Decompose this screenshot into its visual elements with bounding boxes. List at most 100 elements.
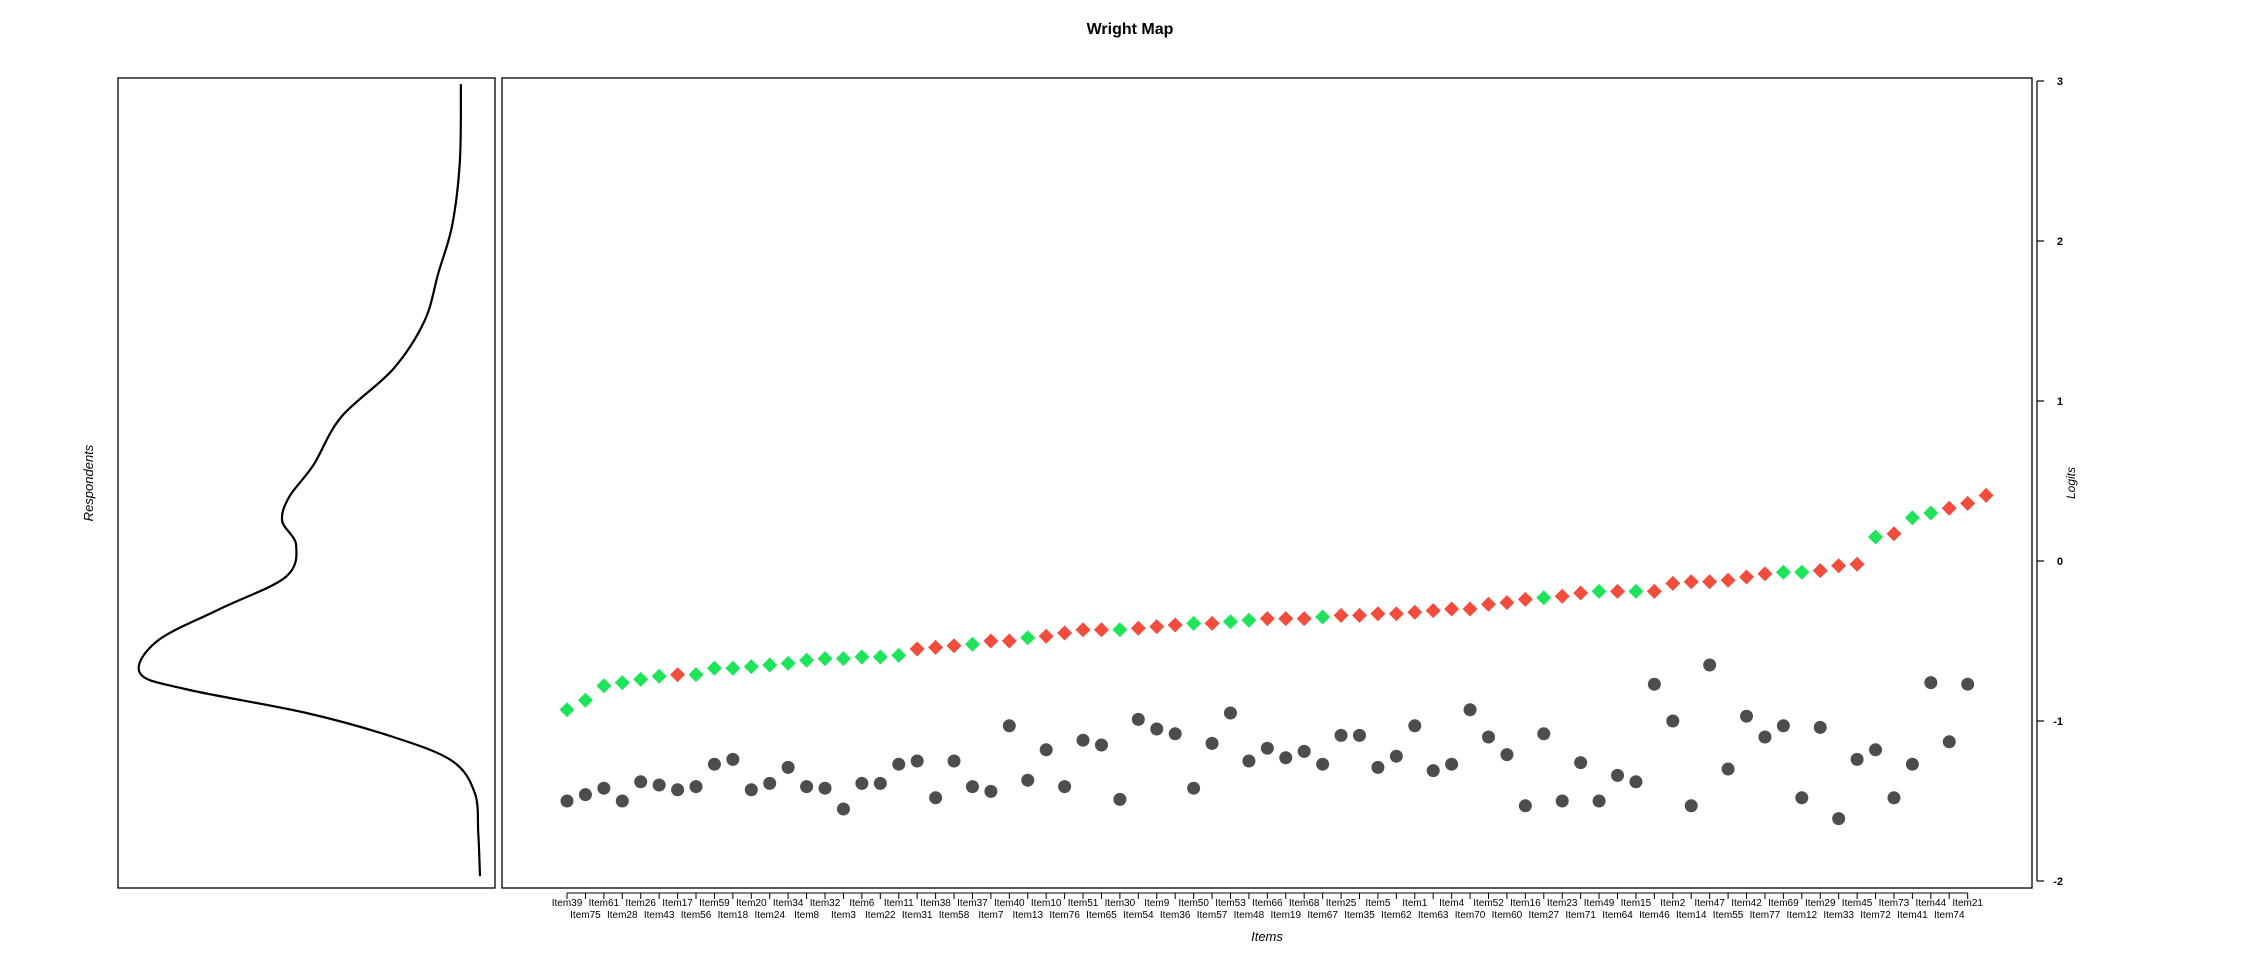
- item-difficulty-point: [1831, 558, 1847, 574]
- item-tick-label: Item69: [1768, 898, 1799, 909]
- item-difficulty-point: [1941, 500, 1957, 516]
- item-tick-label: Item67: [1307, 910, 1338, 921]
- item-estimate-point: [1666, 714, 1680, 728]
- item-estimate-point: [1703, 658, 1717, 672]
- item-estimate-point: [1684, 799, 1698, 813]
- item-estimate-point: [781, 760, 795, 774]
- item-tick-label: Item54: [1123, 910, 1154, 921]
- item-tick-label: Item32: [810, 898, 841, 909]
- logit-tick-label: 2: [2057, 236, 2063, 248]
- item-estimate-point: [1721, 762, 1735, 776]
- item-estimate-point: [1961, 677, 1975, 691]
- item-difficulty-point: [1278, 611, 1294, 627]
- item-difficulty-point: [1425, 603, 1441, 619]
- item-difficulty-point: [1370, 606, 1386, 622]
- item-tick-label: Item23: [1547, 898, 1578, 909]
- item-difficulty-point: [1407, 604, 1423, 620]
- item-estimate-point: [726, 752, 740, 766]
- item-estimate-point: [1408, 719, 1422, 733]
- item-tick-label: Item61: [589, 898, 620, 909]
- item-tick-label: Item60: [1492, 910, 1523, 921]
- item-difficulty-point: [872, 649, 888, 665]
- item-difficulty-point: [1167, 617, 1183, 633]
- item-tick-label: Item70: [1455, 910, 1486, 921]
- item-tick-label: Item17: [662, 898, 693, 909]
- item-difficulty-point: [1075, 622, 1091, 638]
- item-estimate-point: [1094, 738, 1108, 752]
- item-tick-label: Item4: [1439, 898, 1464, 909]
- item-tick-label: Item24: [754, 910, 785, 921]
- item-estimate-point: [1832, 812, 1846, 826]
- item-difficulty-point: [1241, 612, 1257, 628]
- item-tick-label: Item26: [625, 898, 656, 909]
- item-estimate-point: [818, 781, 832, 795]
- item-tick-label: Item22: [865, 910, 896, 921]
- item-estimate-point: [1205, 736, 1219, 750]
- item-tick-label: Item18: [718, 910, 749, 921]
- item-estimate-point: [947, 754, 961, 768]
- item-tick-label: Item39: [552, 898, 583, 909]
- item-estimate-point: [836, 802, 850, 816]
- item-estimate-point: [1500, 748, 1514, 762]
- item-estimate-point: [578, 788, 592, 802]
- item-tick-label: Item8: [794, 910, 819, 921]
- item-tick-label: Item10: [1031, 898, 1062, 909]
- item-estimate-point: [892, 757, 906, 771]
- item-estimate-point: [1942, 735, 1956, 749]
- item-tick-label: Item75: [570, 910, 601, 921]
- item-difficulty-point: [725, 660, 741, 676]
- item-estimate-point: [1629, 775, 1643, 789]
- items-axis-label: Items: [1251, 929, 1283, 944]
- item-tick-label: Item59: [699, 898, 730, 909]
- item-difficulty-point: [946, 638, 962, 654]
- item-difficulty-point: [964, 636, 980, 652]
- item-estimate-point: [671, 783, 685, 797]
- item-difficulty-point: [1315, 609, 1331, 625]
- item-difficulty-point: [762, 657, 778, 673]
- item-difficulty-point: [1130, 620, 1146, 636]
- item-difficulty-point: [1149, 619, 1165, 635]
- items-panel: [501, 77, 2033, 889]
- item-estimate-point: [1058, 780, 1072, 794]
- item-tick-label: Item38: [920, 898, 951, 909]
- item-difficulty-point: [928, 639, 944, 655]
- item-tick-label: Item7: [978, 910, 1003, 921]
- item-tick-label: Item29: [1805, 898, 1836, 909]
- item-estimate-point: [1463, 703, 1477, 717]
- item-estimate-point: [1905, 757, 1919, 771]
- item-estimate-point: [1316, 757, 1330, 771]
- item-tick-label: Item76: [1049, 910, 1080, 921]
- item-difficulty-point: [1462, 601, 1478, 617]
- item-estimate-point: [1021, 773, 1035, 787]
- respondent-density-curve: [137, 84, 482, 877]
- item-estimate-point: [1482, 730, 1495, 744]
- item-tick-label: Item49: [1584, 898, 1615, 909]
- item-estimate-point: [1574, 756, 1588, 770]
- item-tick-label: Item16: [1510, 898, 1541, 909]
- item-tick-label: Item28: [607, 910, 638, 921]
- item-tick-label: Item58: [939, 910, 970, 921]
- item-estimate-point: [855, 776, 869, 790]
- logit-axis: -2 -1 0 1 2 3: [2036, 76, 2063, 888]
- item-estimate-point: [597, 781, 611, 795]
- item-difficulty-point: [1904, 510, 1920, 526]
- item-tick-label: Item73: [1879, 898, 1910, 909]
- item-tick-label: Item36: [1160, 910, 1191, 921]
- item-tick-label: Item35: [1344, 910, 1375, 921]
- item-tick-label: Item2: [1660, 898, 1685, 909]
- item-difficulty-point: [1702, 574, 1718, 590]
- item-difficulty-point: [577, 692, 593, 708]
- item-tick-label: Item51: [1068, 898, 1099, 909]
- item-estimate-point: [744, 783, 758, 797]
- item-estimate-point: [1279, 751, 1293, 765]
- item-difficulty-point: [799, 652, 815, 668]
- item-tick-label: Item68: [1289, 898, 1320, 909]
- item-tick-label: Item40: [994, 898, 1025, 909]
- item-difficulty-point: [854, 649, 870, 665]
- item-difficulty-point: [1978, 487, 1994, 503]
- item-tick-label: Item41: [1897, 910, 1928, 921]
- item-tick-label: Item56: [681, 910, 712, 921]
- item-tick-label: Item20: [736, 898, 767, 909]
- item-tick-label: Item37: [957, 898, 988, 909]
- item-difficulty-point: [596, 678, 612, 694]
